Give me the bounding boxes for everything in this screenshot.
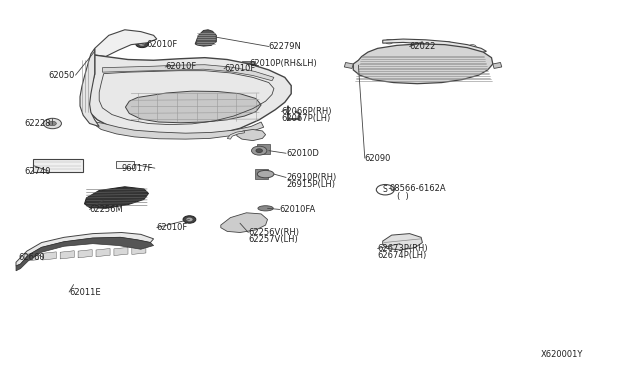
Circle shape [219, 64, 232, 71]
Text: 62256M: 62256M [90, 205, 124, 214]
Polygon shape [16, 237, 154, 271]
Text: 62010F: 62010F [146, 40, 177, 49]
Polygon shape [227, 131, 244, 139]
Polygon shape [96, 248, 110, 257]
Polygon shape [195, 30, 216, 46]
FancyBboxPatch shape [255, 169, 268, 179]
Text: 62256V(RH): 62256V(RH) [248, 228, 300, 237]
Circle shape [168, 61, 180, 69]
Circle shape [252, 146, 267, 155]
Text: 62740: 62740 [24, 167, 51, 176]
Ellipse shape [242, 132, 260, 138]
Polygon shape [132, 246, 146, 254]
Polygon shape [87, 55, 291, 138]
Circle shape [468, 45, 476, 49]
Circle shape [171, 63, 177, 67]
Polygon shape [33, 159, 83, 172]
Text: 62010F: 62010F [224, 64, 255, 73]
Polygon shape [353, 44, 493, 84]
Circle shape [412, 39, 420, 44]
Polygon shape [24, 253, 38, 261]
Polygon shape [42, 252, 56, 260]
FancyBboxPatch shape [242, 61, 255, 71]
Polygon shape [80, 48, 99, 126]
Circle shape [44, 118, 61, 129]
Polygon shape [102, 65, 274, 81]
Text: 62010F: 62010F [165, 62, 196, 71]
Polygon shape [16, 232, 154, 266]
Text: 26915P(LH): 26915P(LH) [286, 180, 335, 189]
Text: 08566-6162A: 08566-6162A [389, 184, 445, 193]
Circle shape [444, 42, 452, 46]
Polygon shape [237, 129, 266, 141]
Polygon shape [383, 39, 486, 53]
Polygon shape [344, 62, 353, 68]
Circle shape [49, 121, 56, 126]
Circle shape [476, 62, 484, 67]
FancyBboxPatch shape [257, 144, 270, 154]
Polygon shape [383, 234, 422, 250]
Text: S: S [383, 185, 387, 194]
Circle shape [391, 58, 400, 64]
Text: 62011E: 62011E [69, 288, 100, 296]
Text: 62066P(RH): 62066P(RH) [282, 107, 332, 116]
Polygon shape [493, 62, 502, 68]
Text: 26910P(RH): 26910P(RH) [286, 173, 337, 182]
Text: 62674P(LH): 62674P(LH) [378, 251, 427, 260]
Text: 62067P(LH): 62067P(LH) [282, 114, 331, 123]
Polygon shape [95, 122, 264, 139]
Polygon shape [78, 250, 92, 258]
Circle shape [421, 56, 430, 61]
Ellipse shape [257, 170, 274, 178]
Circle shape [362, 64, 371, 69]
Polygon shape [114, 247, 128, 256]
Text: X620001Y: X620001Y [541, 350, 583, 359]
Text: 62257V(LH): 62257V(LH) [248, 235, 298, 244]
Text: 62050: 62050 [48, 71, 74, 80]
Circle shape [136, 40, 148, 48]
Text: 62010D: 62010D [286, 149, 319, 158]
Text: 62022: 62022 [410, 42, 436, 51]
Polygon shape [84, 187, 148, 208]
Circle shape [186, 218, 193, 221]
Text: 62010FA: 62010FA [280, 205, 316, 214]
Text: 96017F: 96017F [122, 164, 153, 173]
Text: 62228: 62228 [24, 119, 51, 128]
Polygon shape [221, 213, 268, 232]
Circle shape [451, 58, 460, 63]
Circle shape [139, 42, 145, 46]
Text: 62010F: 62010F [157, 223, 188, 232]
Text: 62010P(RH&LH): 62010P(RH&LH) [250, 59, 317, 68]
Text: 62660: 62660 [18, 253, 45, 262]
Polygon shape [60, 251, 74, 259]
Polygon shape [116, 161, 134, 168]
Text: 62090: 62090 [365, 154, 391, 163]
Text: 62673P(RH): 62673P(RH) [378, 244, 428, 253]
Ellipse shape [258, 206, 273, 211]
Circle shape [183, 216, 196, 223]
Circle shape [256, 149, 262, 153]
Circle shape [385, 39, 393, 44]
Polygon shape [95, 30, 157, 57]
Polygon shape [125, 91, 261, 123]
Text: (  ): ( ) [397, 192, 408, 201]
Circle shape [222, 66, 228, 70]
Text: 62279N: 62279N [269, 42, 301, 51]
Ellipse shape [229, 217, 260, 228]
Circle shape [376, 185, 394, 195]
